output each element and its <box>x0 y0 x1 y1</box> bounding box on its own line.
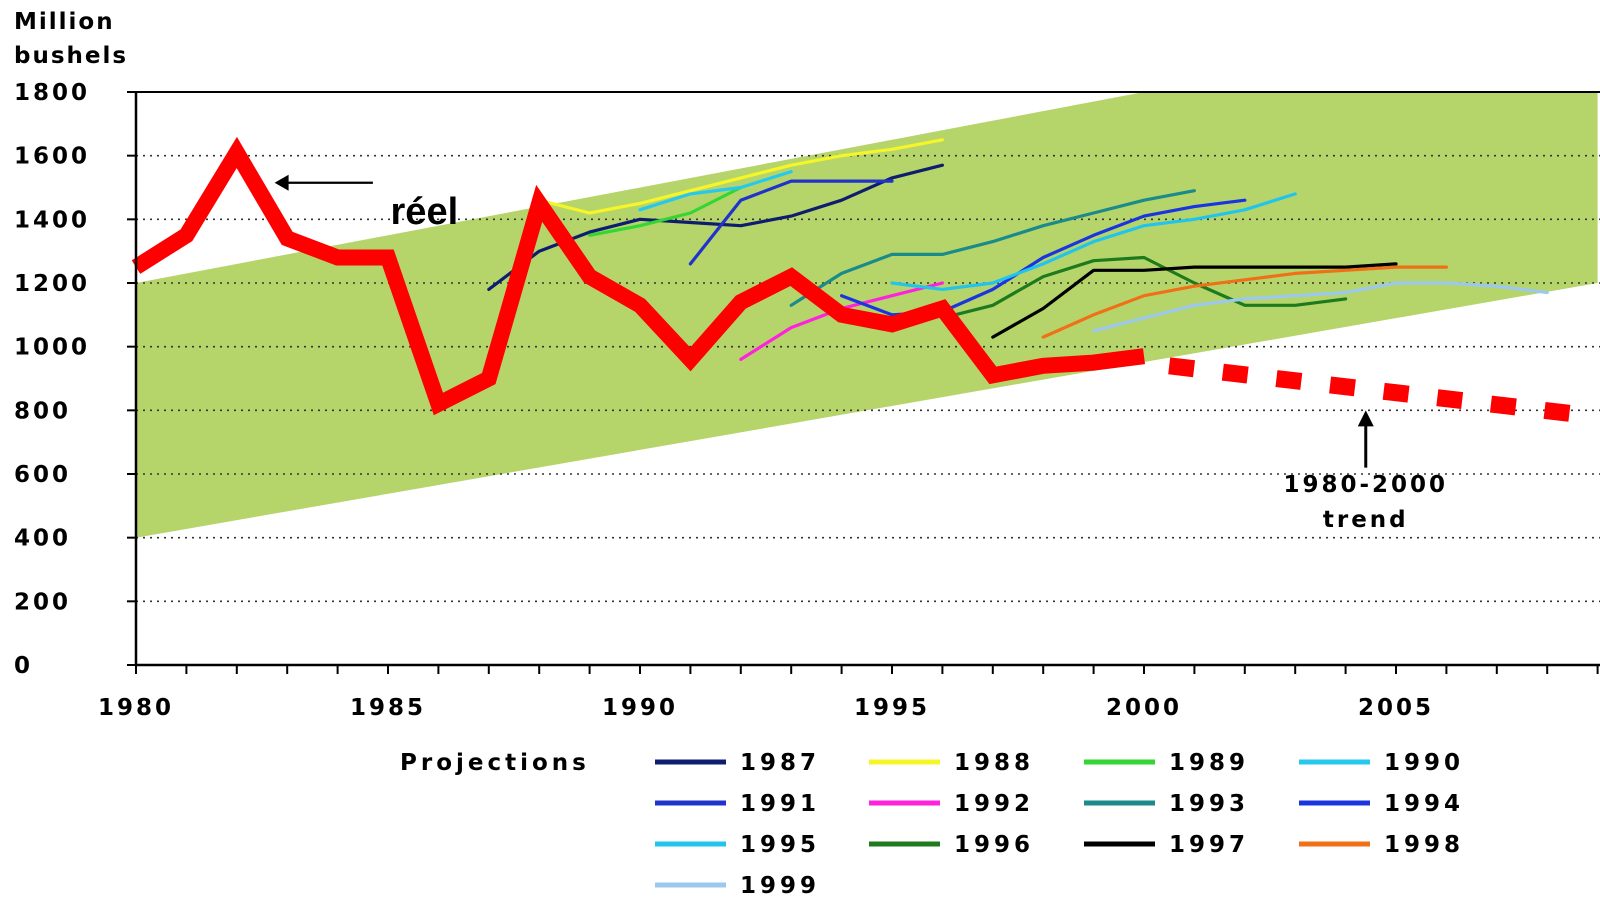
legend-label-1999: 1999 <box>740 873 820 899</box>
legend-item-1995: 1995 <box>655 832 820 858</box>
legend-item-1993: 1993 <box>1084 791 1249 817</box>
x-tick-label-2000: 2000 <box>1106 695 1182 721</box>
legend-label-1991: 1991 <box>740 791 820 817</box>
legend-label-1987: 1987 <box>740 750 820 776</box>
y-tick-label-0: 0 <box>14 653 33 679</box>
legend-item-1990: 1990 <box>1299 750 1464 776</box>
x-tick-label-2005: 2005 <box>1358 695 1434 721</box>
legend-item-1991: 1991 <box>655 791 820 817</box>
legend-label-1996: 1996 <box>954 832 1034 858</box>
legend-item-1994: 1994 <box>1299 791 1464 817</box>
legend-item-1998: 1998 <box>1299 832 1464 858</box>
y-axis-label: Million bushels <box>14 9 128 69</box>
y-axis-label-line-1: Million <box>14 9 115 35</box>
x-tick-label-1985: 1985 <box>350 695 426 721</box>
legend-label-1989: 1989 <box>1169 750 1249 776</box>
legend-item-1997: 1997 <box>1084 832 1249 858</box>
trend-line <box>1168 357 1599 426</box>
y-tick-label-600: 600 <box>14 462 71 488</box>
y-tick-label-1600: 1600 <box>14 144 90 170</box>
trend-label-arrow-head <box>1357 410 1374 427</box>
legend-item-1987: 1987 <box>655 750 820 776</box>
legend-label-1998: 1998 <box>1384 832 1464 858</box>
projection-line-1996 <box>940 255 1348 320</box>
y-tick-label-1000: 1000 <box>14 335 90 361</box>
y-tick-label-400: 400 <box>14 526 71 552</box>
projection-line-1995 <box>890 192 1297 291</box>
legend-label-1993: 1993 <box>1169 791 1249 817</box>
legend-item-1989: 1989 <box>1084 750 1249 776</box>
legend-label-1995: 1995 <box>740 832 820 858</box>
projection-line-1997 <box>991 262 1398 339</box>
legend-label-1994: 1994 <box>1384 791 1464 817</box>
legend-label-1990: 1990 <box>1384 750 1464 776</box>
actual-label-arrow-head <box>274 174 289 191</box>
trend-label-line-1: 1980-2000 <box>1283 472 1448 498</box>
projection-line-1998 <box>1041 265 1449 339</box>
actual-series-label: réel <box>391 191 459 233</box>
y-tick-label-1400: 1400 <box>14 207 90 233</box>
legend-label-1997: 1997 <box>1169 832 1249 858</box>
legend-item-1999: 1999 <box>655 873 820 899</box>
legend-label-1992: 1992 <box>954 791 1034 817</box>
legend-item-1992: 1992 <box>869 791 1034 817</box>
y-tick-label-800: 800 <box>14 398 71 424</box>
legend-item-1988: 1988 <box>869 750 1034 776</box>
actual-line <box>131 136 1146 416</box>
projection-line-1989 <box>587 185 743 237</box>
projection-line-1990 <box>638 170 793 212</box>
x-tick-label-1995: 1995 <box>854 695 930 721</box>
projection-line-1991 <box>688 179 894 266</box>
legend-item-1996: 1996 <box>869 832 1034 858</box>
actual-series-layer <box>131 136 1599 426</box>
projection-line-1988 <box>537 138 945 215</box>
x-tick-label-1990: 1990 <box>602 695 678 721</box>
y-axis-label-line-2: bushels <box>14 43 128 69</box>
y-tick-label-1200: 1200 <box>14 271 90 297</box>
y-tick-label-200: 200 <box>14 589 71 615</box>
x-tick-label-1980: 1980 <box>98 695 174 721</box>
axes: 0 200 400 600 800 1000 1200 1400 1600 1800 1980 198… <box>14 80 1600 721</box>
projection-line-1993 <box>789 189 1197 307</box>
y-tick-label-1800: 1800 <box>14 80 90 106</box>
trend-label-line-2: trend <box>1323 507 1409 533</box>
projection-line-1999 <box>1091 281 1549 333</box>
legend: Projections 1987 1988 1989 1990 1991 1992 1993… <box>400 750 1464 899</box>
legend-title: Projections <box>400 750 590 776</box>
legend-label-1988: 1988 <box>954 750 1034 776</box>
annotations: réel 1980-2000 trend <box>274 174 1448 533</box>
